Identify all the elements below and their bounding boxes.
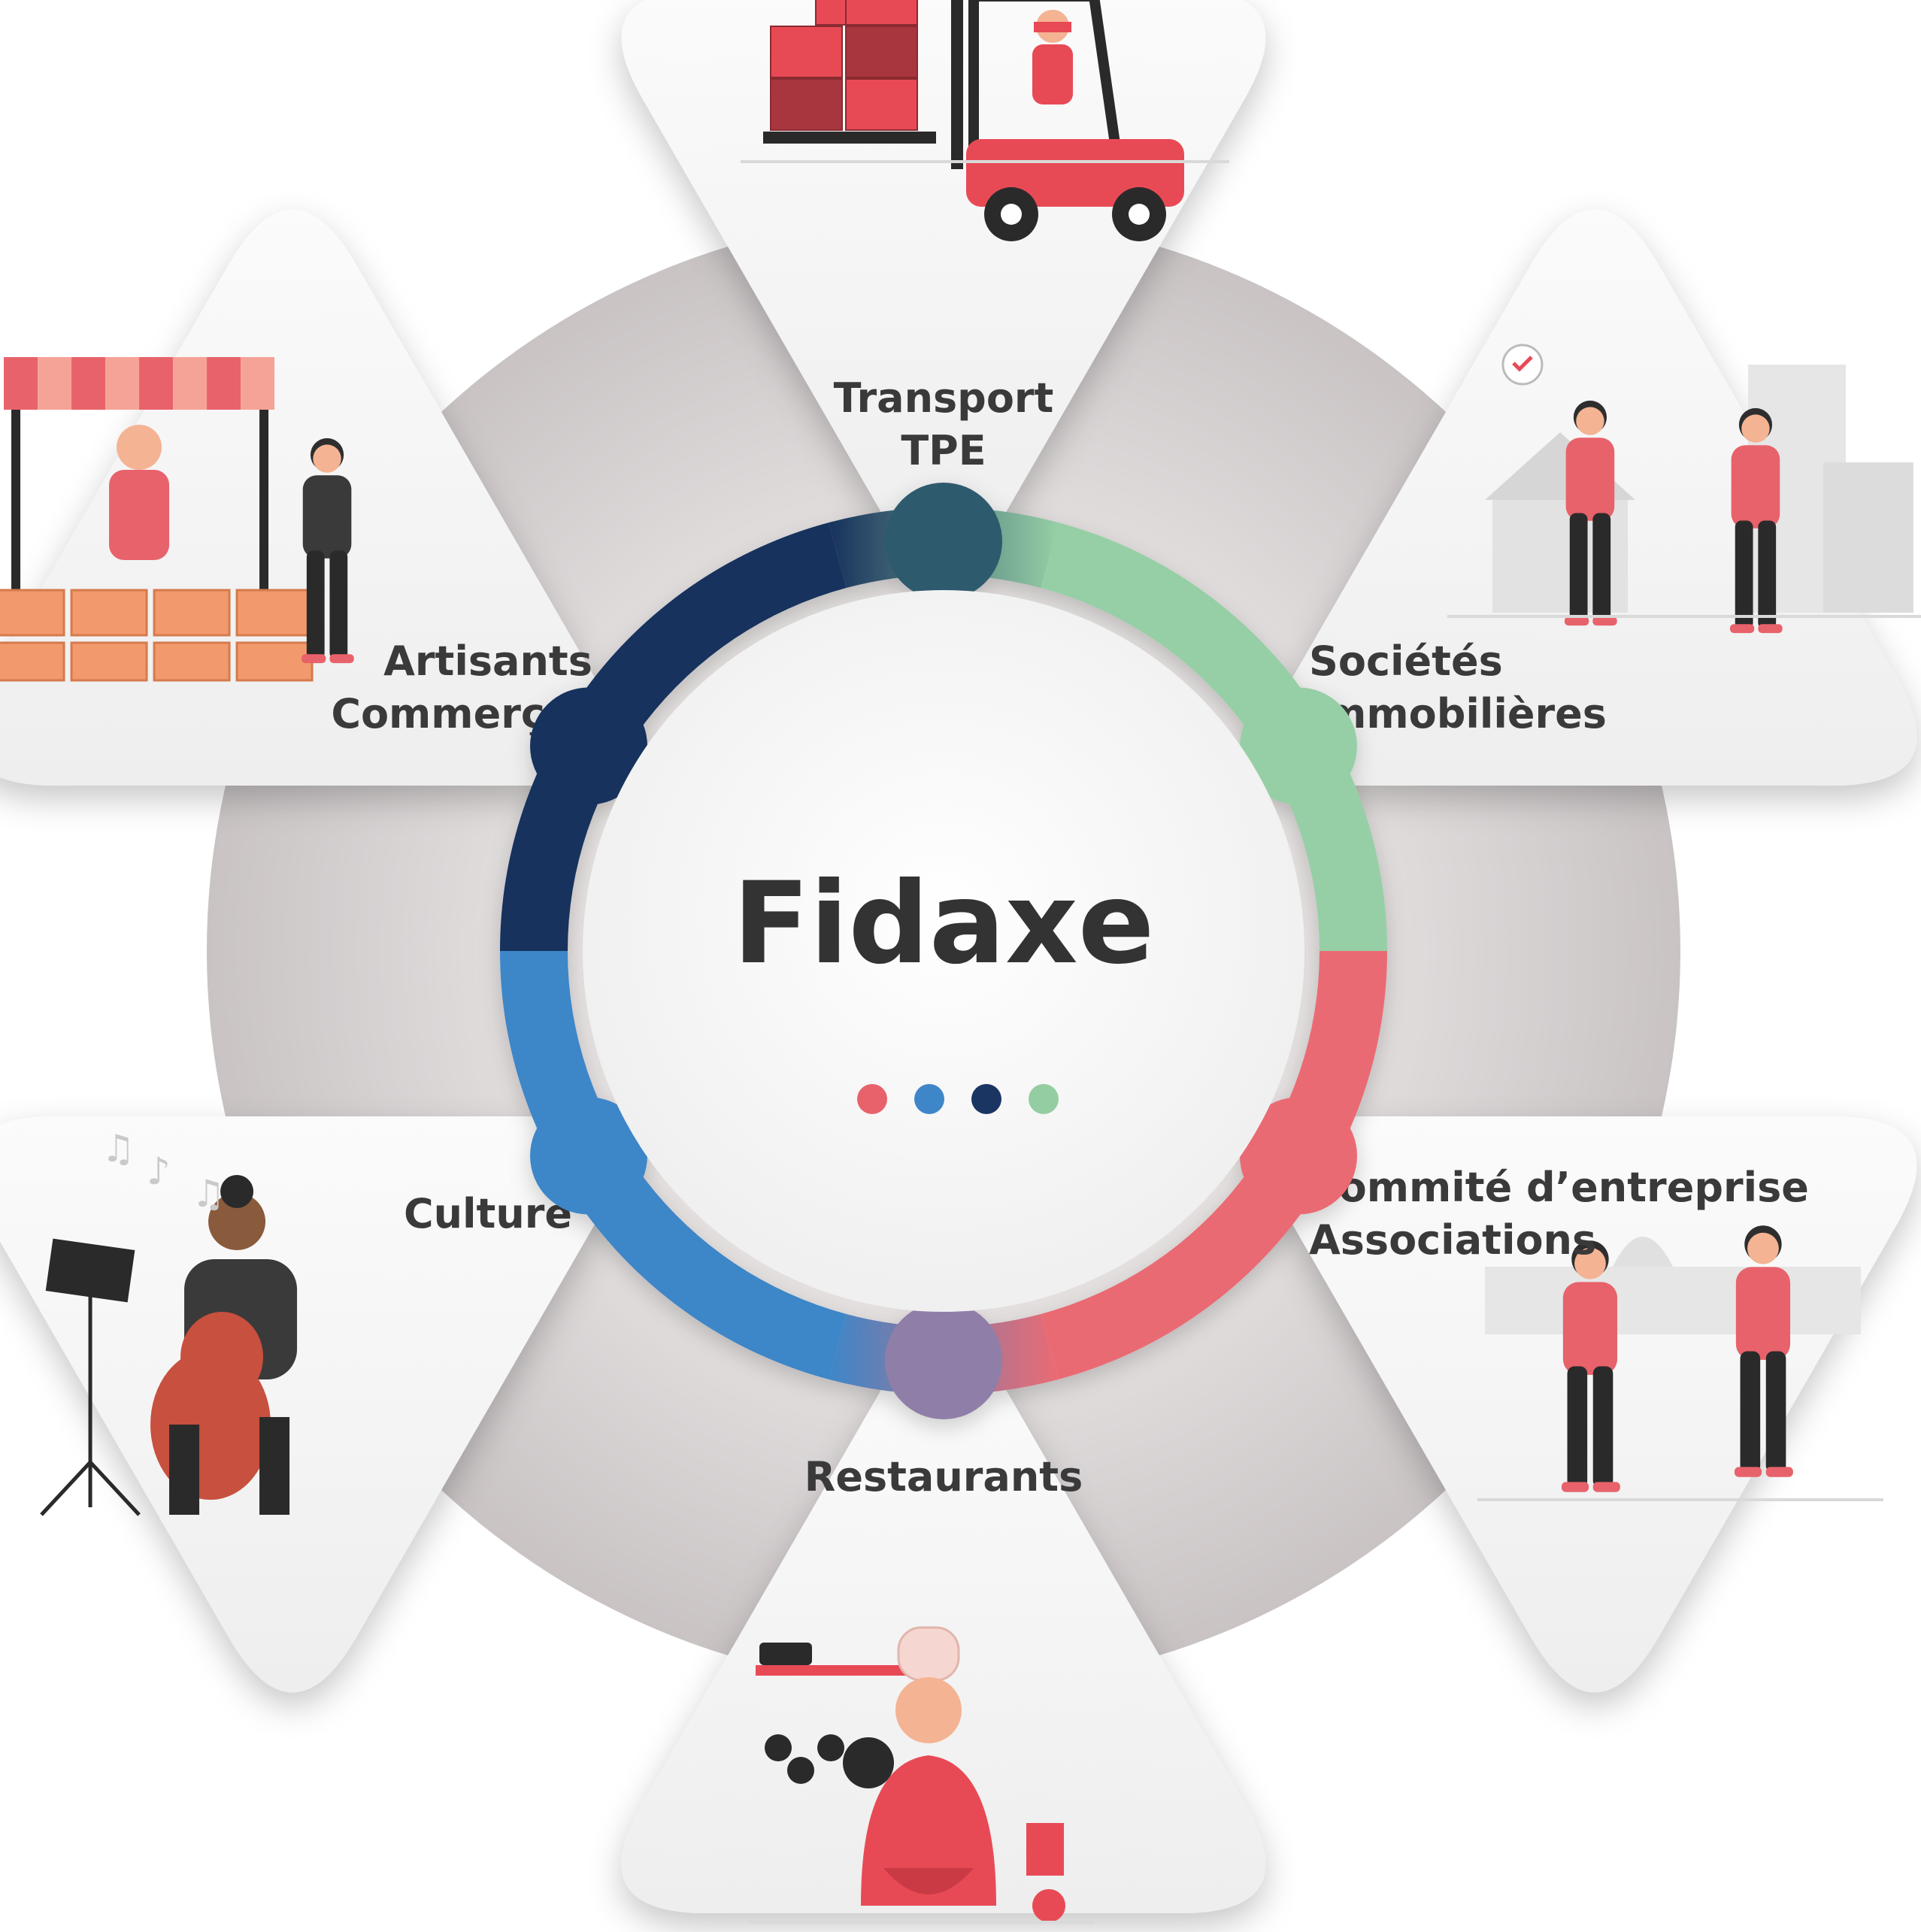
cellist-icon: ♫ ♪ ♫ — [40, 1127, 298, 1516]
center-dot — [914, 1084, 944, 1114]
center-title: Fidaxe — [733, 858, 1155, 989]
svg-text:♪: ♪ — [147, 1149, 171, 1193]
segment-label: Culture — [404, 1190, 572, 1237]
ring-knob — [1239, 1097, 1357, 1215]
people-talking-icon — [1477, 1225, 1883, 1501]
segment-restaurants: Restaurants — [621, 1337, 1266, 1924]
ring-knob — [1239, 687, 1357, 805]
ring-knob — [885, 1302, 1002, 1419]
segment-label: Sociétés — [1309, 637, 1503, 685]
segment-label: Restaurants — [804, 1453, 1083, 1500]
center-dots — [857, 1084, 1059, 1114]
segment-label: Immobilières — [1309, 690, 1607, 737]
ring-knob — [885, 483, 1002, 600]
handshake-keys-icon — [1447, 344, 1921, 634]
segment-culture: ♫ ♪ ♫ Culture — [0, 1116, 615, 1693]
segment-societes: Sociétés Immobilières — [1272, 209, 1921, 786]
center-dot — [971, 1084, 1001, 1114]
segment-label: Commité d’entreprise — [1309, 1164, 1809, 1211]
chef-icon — [748, 1626, 1094, 1924]
segment-label: Transport — [834, 374, 1054, 422]
ring-knob — [530, 1097, 648, 1215]
center-dot — [1029, 1084, 1059, 1114]
segment-transport: Transport TPE — [621, 0, 1266, 565]
center-disc: Fidaxe — [583, 590, 1304, 1312]
segment-label: Artisants — [383, 637, 592, 685]
svg-text:♫: ♫ — [102, 1127, 135, 1170]
segment-card — [0, 1116, 615, 1693]
forklift-icon — [741, 0, 1229, 241]
center-dot — [857, 1084, 887, 1114]
segment-commite: Commité d’entreprise Associations — [1272, 1116, 1917, 1693]
segment-label: TPE — [901, 427, 986, 474]
center-ring — [500, 483, 1388, 1419]
segment-label: Associations — [1309, 1216, 1596, 1264]
svg-text:♫: ♫ — [192, 1172, 226, 1216]
market-stall-icon — [0, 357, 354, 682]
ring-knob — [530, 687, 648, 805]
segment-card — [621, 1337, 1266, 1913]
